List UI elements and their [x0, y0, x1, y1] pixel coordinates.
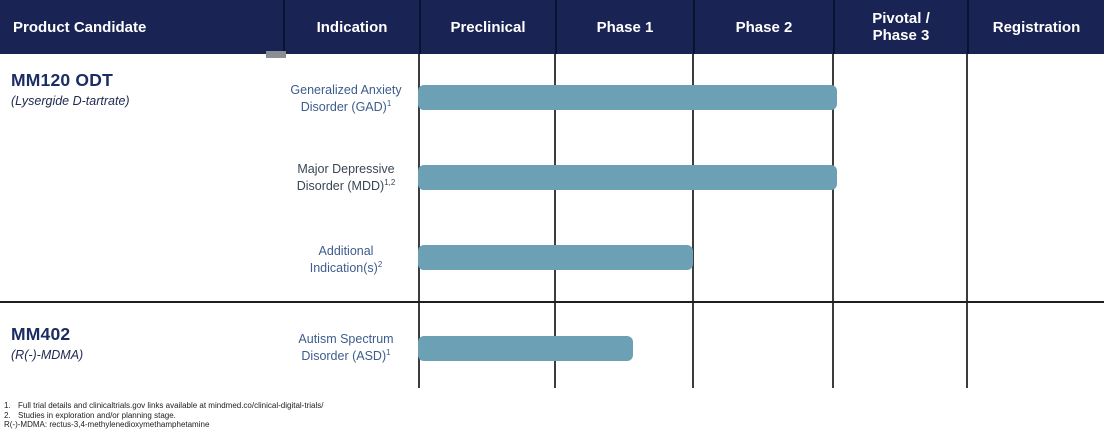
column-header-phase-1: Phase 1	[555, 0, 693, 54]
product-subname: (R(-)-MDMA)	[11, 348, 84, 362]
footnote-1: 1. Full trial details and clinicaltrials…	[4, 401, 704, 411]
indication-gad: Generalized Anxiety Disorder (GAD)1	[280, 82, 412, 116]
indication-mdd: Major Depressive Disorder (MDD)1,2	[280, 161, 412, 195]
table-header: Product Candidate Indication Preclinical…	[0, 0, 1104, 54]
indication-line2: Disorder (ASD)	[301, 349, 387, 363]
bar-mm120-mdd	[418, 165, 837, 190]
section-divider	[0, 301, 1104, 303]
indication-line2: Indication(s)	[309, 261, 378, 275]
footnotes: 1. Full trial details and clinicaltrials…	[4, 401, 704, 430]
bar-mm402-asd	[418, 336, 633, 361]
gridline-preclinical-start	[418, 54, 420, 388]
product-mm402: MM402 (R(-)-MDMA)	[11, 324, 273, 362]
indication-line1: Additional	[318, 244, 374, 258]
footnote-2: 2. Studies in exploration and/or plannin…	[4, 411, 704, 421]
gridline-phase2-start	[692, 54, 694, 388]
footnote-ref: 1	[386, 98, 392, 108]
gridline-registration-start	[966, 54, 968, 388]
product-name: MM402	[11, 324, 71, 344]
column-header-product-candidate: Product Candidate	[13, 18, 147, 36]
indication-additional: Additional Indication(s)2	[280, 243, 412, 277]
product-subname: (Lysergide D-tartrate)	[11, 94, 130, 108]
column-header-indication: Indication	[283, 0, 419, 54]
gridline-pivotal-start	[832, 54, 834, 388]
bar-mm120-additional	[418, 245, 693, 270]
footnote-ref: 1	[386, 347, 391, 357]
footnote-number: 2.	[4, 410, 11, 420]
product-name: MM120 ODT	[11, 70, 113, 90]
column-header-preclinical: Preclinical	[419, 0, 555, 54]
gridline-phase1-start	[554, 54, 556, 388]
indication-line2: Disorder (GAD)	[300, 100, 387, 114]
indication-line1: Autism Spectrum	[298, 332, 394, 346]
indication-line2: Disorder (MDD)	[296, 179, 385, 193]
indication-line1: Generalized Anxiety	[290, 83, 402, 97]
footnote-text: Studies in exploration and/or planning s…	[18, 410, 176, 420]
column-header-pivotal-phase-3: Pivotal / Phase 3	[833, 0, 967, 54]
column-header-phase-2: Phase 2	[693, 0, 833, 54]
footnote-number: 1.	[4, 401, 11, 410]
footnote-abbreviation: R(-)-MDMA: rectus-3,4-methylenedioxymeth…	[4, 420, 210, 429]
footnote-ref: 1,2	[384, 177, 396, 187]
footnote-text: Full trial details and clinicaltrials.go…	[18, 401, 324, 410]
product-mm120-odt: MM120 ODT (Lysergide D-tartrate)	[11, 70, 273, 108]
indication-line1: Major Depressive	[297, 162, 395, 176]
footnote-ref: 2	[377, 259, 383, 269]
indication-asd: Autism Spectrum Disorder (ASD)1	[280, 331, 412, 365]
bar-mm120-gad	[418, 85, 837, 110]
header-notch-artifact	[266, 51, 286, 58]
column-header-registration: Registration	[967, 0, 1104, 54]
